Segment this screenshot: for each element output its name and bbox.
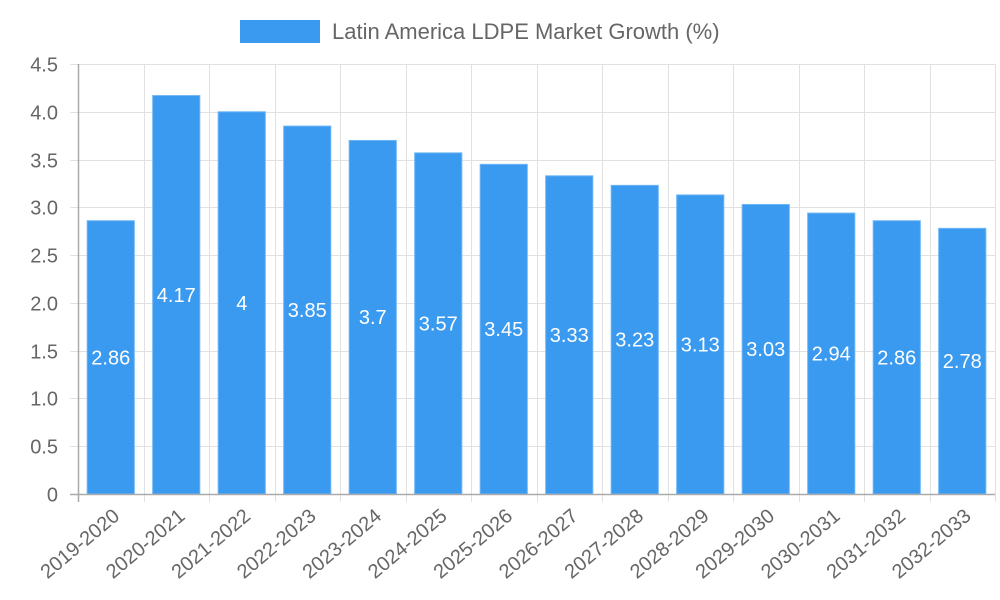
data-label: 3.7 <box>359 307 387 329</box>
y-axis-ticks: 0 0.5 1.0 1.5 2.0 2.5 3.0 3.5 4.0 4.5 <box>30 55 58 507</box>
bar <box>86 220 135 495</box>
x-axis-ticks: 2019-20202020-20212021-20222022-20232023… <box>37 505 976 583</box>
data-label: 3.23 <box>615 330 654 352</box>
data-label: 2.86 <box>877 347 916 369</box>
bar <box>283 125 332 495</box>
y-tick-label: 3.5 <box>30 151 58 173</box>
data-label: 2.78 <box>943 351 982 373</box>
bar <box>872 220 921 495</box>
y-tick-label: 0 <box>47 485 58 507</box>
y-tick-label: 4.5 <box>30 55 58 77</box>
bar <box>348 139 397 495</box>
y-tick-label: 0.5 <box>30 437 58 459</box>
bar <box>217 111 266 495</box>
data-label: 4.17 <box>157 285 196 307</box>
legend[interactable]: Latin America LDPE Market Growth (%) <box>240 19 720 44</box>
legend-swatch <box>240 20 320 43</box>
data-label: 2.94 <box>812 344 851 366</box>
bar <box>807 212 856 495</box>
bars <box>86 95 987 495</box>
y-tick-label: 1.0 <box>30 389 58 411</box>
data-label: 3.03 <box>746 339 785 361</box>
grid <box>70 64 996 502</box>
data-label: 3.13 <box>681 334 720 356</box>
axes <box>70 64 995 502</box>
bar <box>414 152 463 495</box>
y-tick-label: 2.5 <box>30 246 58 268</box>
bar <box>479 163 528 495</box>
data-label: 3.33 <box>550 325 589 347</box>
bar <box>741 203 790 495</box>
y-tick-label: 4.0 <box>30 103 58 125</box>
bar <box>610 184 659 495</box>
data-label: 2.86 <box>91 347 130 369</box>
y-tick-label: 2.0 <box>30 294 58 316</box>
bar <box>152 95 201 495</box>
bar <box>545 175 594 495</box>
data-label: 3.45 <box>484 319 523 341</box>
bar <box>676 194 725 495</box>
data-label: 3.57 <box>419 313 458 335</box>
legend-label: Latin America LDPE Market Growth (%) <box>332 19 720 44</box>
data-label: 3.85 <box>288 300 327 322</box>
y-tick-label: 1.5 <box>30 342 58 364</box>
data-label: 4 <box>236 293 247 315</box>
y-tick-label: 3.0 <box>30 198 58 220</box>
data-labels: 2.86 4.17 4 3.85 3.7 3.57 3.45 3.33 3.23 3.13 3.03… <box>91 285 981 373</box>
